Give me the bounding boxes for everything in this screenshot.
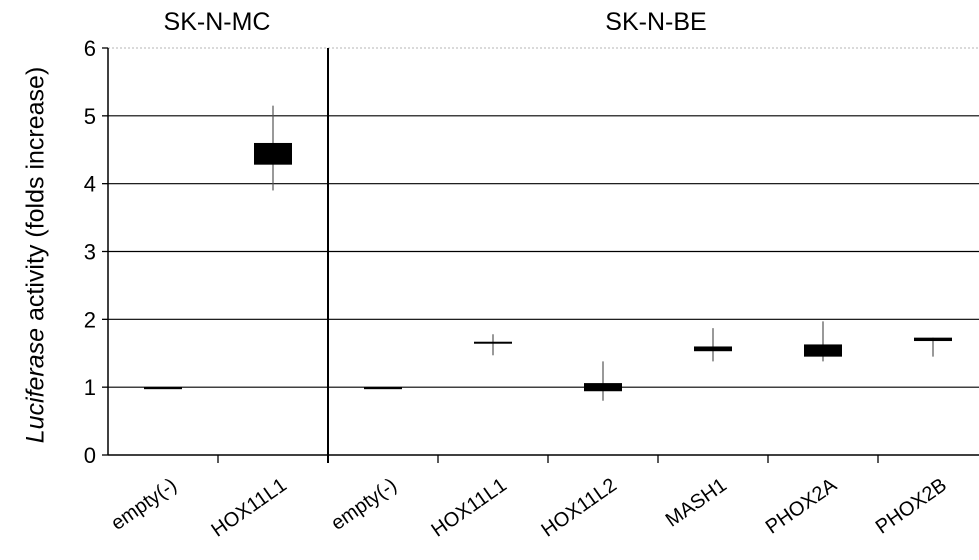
x-tick-label-1: HOX11L1 <box>208 474 291 542</box>
box-7 <box>914 337 952 342</box>
box-2 <box>364 387 402 390</box>
y-axis-title: Luciferase activity (folds increase) <box>22 67 51 444</box>
y-tick-label-0: 0 <box>84 443 96 468</box>
box-5 <box>694 346 732 352</box>
x-tick-label-0: empty(-) <box>107 474 181 535</box>
y-tick-label-6: 6 <box>84 36 96 61</box>
box-1 <box>254 142 292 165</box>
panel-title-sk-n-mc: SK-N-MC <box>163 8 271 36</box>
x-tick-label-2: empty(-) <box>327 474 401 535</box>
y-tick-label-4: 4 <box>84 172 96 197</box>
x-tick-label-4: HOX11L2 <box>538 474 621 542</box>
box-4 <box>584 383 622 392</box>
box-3 <box>474 341 512 344</box>
panel-title-sk-n-be: SK-N-BE <box>605 8 707 36</box>
y-tick-label-5: 5 <box>84 104 96 129</box>
y-axis-title-italic: Luciferase <box>21 327 50 444</box>
y-tick-label-2: 2 <box>84 307 96 332</box>
y-axis-title-wrap: Luciferase activity (folds increase) <box>0 0 60 470</box>
x-tick-label-7: PHOX2B <box>872 474 951 539</box>
y-tick-label-1: 1 <box>84 375 96 400</box>
box-6 <box>804 344 842 357</box>
x-tick-label-3: HOX11L1 <box>428 474 511 542</box>
y-tick-label-3: 3 <box>84 240 96 265</box>
box-0 <box>144 387 182 390</box>
x-tick-label-5: MASH1 <box>662 474 731 532</box>
x-tick-label-6: PHOX2A <box>762 474 842 539</box>
y-axis-title-rest: activity (folds increase) <box>21 66 50 328</box>
